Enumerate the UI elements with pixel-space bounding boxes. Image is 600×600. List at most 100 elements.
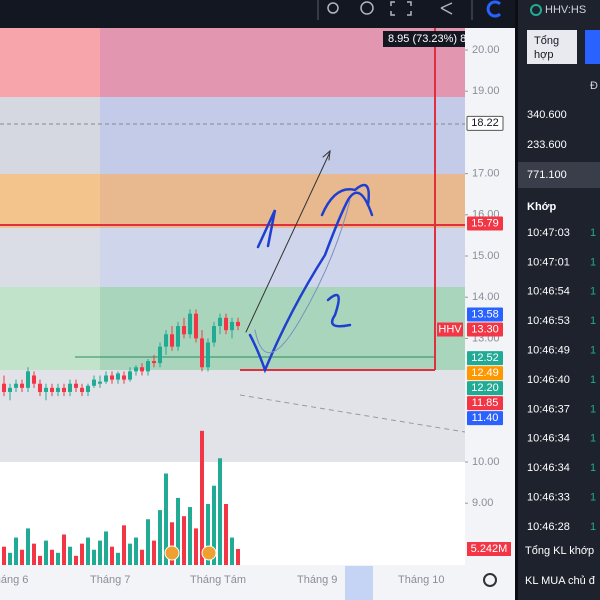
panel-symbol: HHV:HS xyxy=(545,4,586,16)
price-tag xyxy=(467,411,503,426)
volume-bar xyxy=(188,507,192,565)
trade-time: 10:46:53 xyxy=(527,315,570,327)
volume-bar xyxy=(152,540,156,565)
price-tag xyxy=(467,366,503,381)
price-tag-label: 18.22 xyxy=(471,117,499,129)
zone xyxy=(100,228,465,287)
price-tick-label: 17.00 xyxy=(472,168,500,180)
trade-qty: 1 xyxy=(590,403,596,415)
zoom-icon[interactable] xyxy=(327,2,339,14)
candle-body xyxy=(218,317,222,327)
volume-bar xyxy=(158,510,162,565)
candle-body xyxy=(116,373,120,380)
volume-tag-label: 5.242M xyxy=(471,543,508,555)
toolbar-icons xyxy=(317,0,502,20)
trade-time: 10:47:03 xyxy=(527,227,570,239)
candle-body xyxy=(140,367,144,372)
panel-rows: 340.600 233.600 771.100 10:47:03 1 10:47:01 1 1… xyxy=(527,109,596,533)
candle-body xyxy=(68,383,72,392)
volume-bar xyxy=(170,522,174,565)
zone xyxy=(0,28,100,97)
trade-qty: 1 xyxy=(590,315,596,327)
tab-word[interactable]: hợp xyxy=(534,49,553,61)
drawings xyxy=(245,149,374,374)
candle-body xyxy=(110,375,114,380)
trade-qty: 1 xyxy=(590,374,596,386)
tab-label[interactable]: Tổng hợp xyxy=(534,35,559,61)
candle-body xyxy=(236,321,240,327)
volume-bar xyxy=(20,549,24,565)
volume-bar xyxy=(104,531,108,565)
candle-body xyxy=(44,387,48,392)
time-label: Tháng 6 xyxy=(0,574,28,586)
price-tag xyxy=(467,351,503,366)
column-header: Đ xyxy=(590,80,598,92)
candle-body xyxy=(50,387,54,392)
volume-bar xyxy=(218,458,222,565)
trade-qty: 1 xyxy=(590,345,596,357)
tab-word[interactable]: Tổng xyxy=(534,35,559,47)
price-tag-label: 12.20 xyxy=(471,382,499,394)
panel-value: 233.600 xyxy=(527,139,567,151)
tab[interactable] xyxy=(527,30,577,64)
trade-qty: 1 xyxy=(590,286,596,298)
candle-body xyxy=(2,383,6,392)
volume-bar xyxy=(134,537,138,565)
time-axis xyxy=(0,565,515,600)
time-highlight xyxy=(345,566,373,600)
price-tag xyxy=(467,307,503,322)
volume-bar xyxy=(50,549,54,565)
candle-body xyxy=(230,321,234,331)
candle-body xyxy=(32,375,36,384)
volume-bar xyxy=(146,519,150,565)
candle-body xyxy=(8,387,12,392)
zone xyxy=(0,228,100,287)
candle-body xyxy=(182,326,186,335)
trade-time: 10:46:49 xyxy=(527,345,570,357)
event-marker[interactable] xyxy=(164,545,180,561)
volume-bar xyxy=(92,549,96,565)
volume-bar xyxy=(14,537,18,565)
settings-icon[interactable] xyxy=(360,1,374,15)
volume-bar xyxy=(194,528,198,565)
plot xyxy=(2,309,240,565)
price-tick-label: 14.00 xyxy=(472,291,500,303)
hand-stroke xyxy=(248,191,374,374)
volume-bar xyxy=(224,504,228,565)
event-marker[interactable] xyxy=(201,545,217,561)
candle-body xyxy=(224,317,228,331)
settings-icon[interactable] xyxy=(483,573,497,587)
share-icon[interactable] xyxy=(440,2,453,15)
tab-active[interactable] xyxy=(585,30,600,64)
logo[interactable] xyxy=(486,0,502,18)
volume-bar xyxy=(74,555,78,565)
trade-qty: 1 xyxy=(590,256,596,268)
price-tick-label: 20.00 xyxy=(472,44,500,56)
volume-bar xyxy=(164,473,168,565)
candle-body xyxy=(122,375,126,380)
price-tag xyxy=(467,322,503,337)
price-tag-label: 13.30 xyxy=(471,323,499,335)
candle-body xyxy=(26,371,30,388)
trade-time: 10:46:33 xyxy=(527,492,570,504)
candle-body xyxy=(128,371,132,380)
panel-value: 771.100 xyxy=(527,169,567,181)
hand-thin xyxy=(254,199,351,353)
volume-bar xyxy=(230,537,234,565)
volume-tag xyxy=(467,542,511,557)
time-labels: Tháng 6 Tháng 7 Tháng Tám Tháng 9 Tháng 10 xyxy=(0,574,444,586)
price-tag xyxy=(467,216,503,231)
candle-body xyxy=(98,381,102,384)
trade-time: 10:46:34 xyxy=(527,433,570,445)
panel-footer: KL MUA chủ đ xyxy=(525,575,596,587)
fullscreen-icon[interactable] xyxy=(390,1,412,16)
price-tag-label: 12.49 xyxy=(471,367,499,379)
row-highlight xyxy=(518,162,600,188)
volume-bar xyxy=(182,516,186,565)
candle-body xyxy=(158,346,162,364)
volume-bar xyxy=(68,546,72,565)
candle-body xyxy=(134,367,138,372)
